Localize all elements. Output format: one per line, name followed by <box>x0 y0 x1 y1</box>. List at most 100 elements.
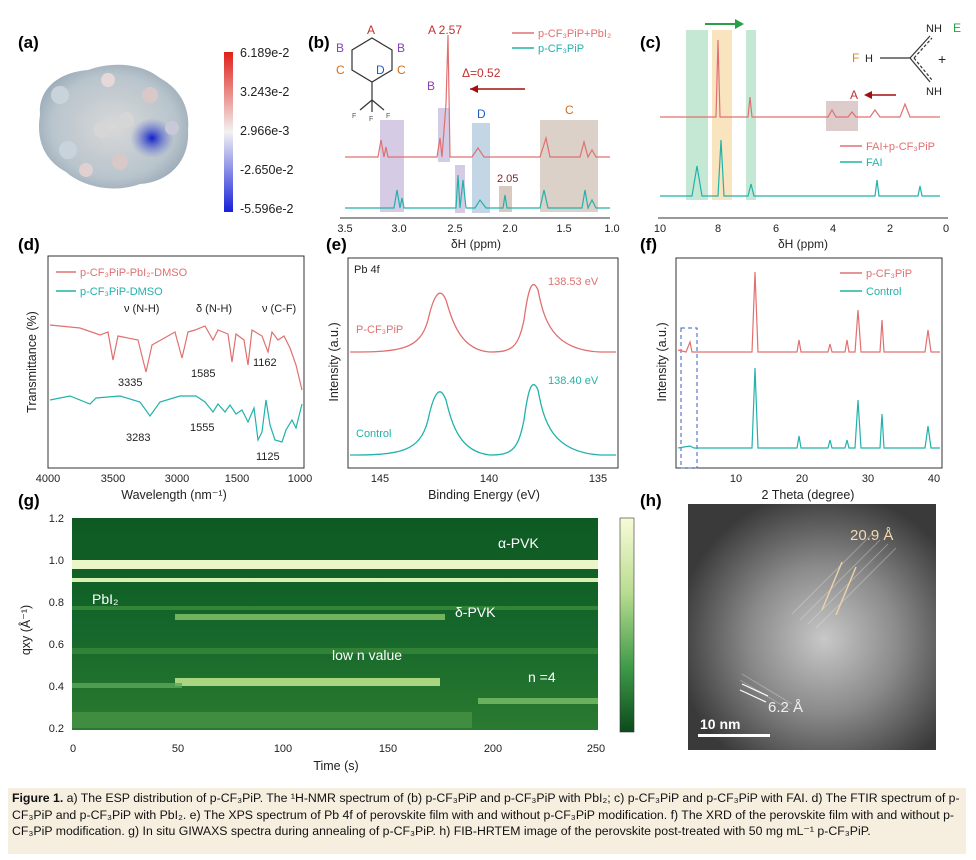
mol-label-f: F <box>369 116 373 123</box>
esp-surface <box>39 64 189 189</box>
mol-label-b: B <box>336 41 344 55</box>
e-xtick: 145 <box>371 473 389 485</box>
xps-trace-top <box>349 283 616 353</box>
legend-d-pbi2: p-CF₃PiP-PbI₂-DMSO <box>80 267 188 279</box>
peak-label: 1162 <box>253 357 277 369</box>
colorbar-tick: 3.243e-2 <box>240 85 289 99</box>
panel-g: (g) α-PVK PbI₂ δ-PVK low n value n =4 1.… <box>18 491 635 773</box>
panel-c-label: (c) <box>640 33 661 52</box>
c-xlabel: δH (ppm) <box>778 237 828 251</box>
c-xtick: 4 <box>830 223 836 235</box>
legend-f-top: p-CF₃PiP <box>866 268 912 280</box>
xrd-trace-bottom <box>677 367 940 449</box>
g-ytick: 0.2 <box>49 723 64 735</box>
legend-d-pure: p-CF₃PiP-DMSO <box>80 286 163 298</box>
delta-label: Δ=0.52 <box>462 66 501 80</box>
band-label: δ (N-H) <box>196 303 232 315</box>
b-xtick: 2.0 <box>502 223 517 235</box>
d-xtick: 3000 <box>165 473 189 485</box>
b-xlabel: δH (ppm) <box>451 237 501 251</box>
mol-h: H <box>865 53 873 65</box>
mol-e: E <box>953 21 961 35</box>
b-xtick: 1.0 <box>604 223 619 235</box>
band-label: ν (N-H) <box>124 303 159 315</box>
g-annot-n4: n =4 <box>528 669 556 685</box>
g-ytick: 0.6 <box>49 639 64 651</box>
f-xtick: 40 <box>928 473 940 485</box>
caption-text: a) The ESP distribution of p-CF₃PiP. The… <box>12 791 960 838</box>
h-scalebar-label: 10 nm <box>700 716 740 732</box>
xps-trace-bottom <box>349 383 616 456</box>
legend-c-fai: FAI <box>866 157 883 169</box>
b-xtick: 3.5 <box>337 223 352 235</box>
g-ytick: 0.4 <box>49 681 64 693</box>
g-xtick: 50 <box>172 743 184 755</box>
e-ylabel: Intensity (a.u.) <box>327 322 341 401</box>
legend-b-pbi2: p-CF₃PiP+PbI₂ <box>538 28 611 40</box>
g-colorbar <box>619 517 635 733</box>
f-xtick: 20 <box>796 473 808 485</box>
panel-b: (b) A B B C C D F F F A 2.57 <box>308 23 620 251</box>
c-xtick: 6 <box>773 223 779 235</box>
f-xtick: 30 <box>862 473 874 485</box>
e-xtick: 140 <box>480 473 498 485</box>
g-xtick: 100 <box>274 743 292 755</box>
panel-a: (a) 6.189e-2 3.243e-2 2.966e-3 -2.650e-2… <box>18 33 294 216</box>
f-xlabel: 2 Theta (degree) <box>762 488 855 502</box>
mol-label-a: A <box>367 23 375 37</box>
f-highlight-box <box>680 327 698 469</box>
panel-e: (e) Pb 4f P-CF₃PiP Control 138.53 eV 138… <box>326 235 619 502</box>
d-xtick: 3500 <box>101 473 125 485</box>
panel-e-label: (e) <box>326 235 347 254</box>
c-xtick: 10 <box>654 223 666 235</box>
colorbar <box>224 52 233 212</box>
peak-a-label: A 2.57 <box>428 23 462 37</box>
c-xtick: 0 <box>943 223 949 235</box>
g-annot-pbi2: PbI₂ <box>92 591 118 607</box>
molecule-fai <box>880 35 933 83</box>
mol-label-d: D <box>376 63 385 77</box>
panel-h-label: (h) <box>640 491 662 510</box>
colorbar-tick: 2.966e-3 <box>240 124 289 138</box>
g-ytick: 0.8 <box>49 597 64 609</box>
mol-nh: NH <box>926 86 942 98</box>
mol-label-f: F <box>386 113 390 120</box>
mol-label-b: B <box>397 41 405 55</box>
g-annot-delta: δ-PVK <box>455 604 496 620</box>
peak-label: 3283 <box>126 432 150 444</box>
e-xlabel: Binding Energy (eV) <box>428 488 540 502</box>
b-xtick: 2.5 <box>447 223 462 235</box>
f-xtick: 10 <box>730 473 742 485</box>
mol-label-f: F <box>352 113 356 120</box>
e-peak-top: 138.53 eV <box>548 276 599 288</box>
c-xtick: 8 <box>715 223 721 235</box>
panel-g-label: (g) <box>18 491 40 510</box>
giwaxs-map <box>72 518 598 730</box>
h-scalebar <box>698 734 770 737</box>
g-xtick: 150 <box>379 743 397 755</box>
d-xlabel: Wavelength (nm⁻¹) <box>121 488 226 502</box>
peak-b-label: B <box>427 79 435 93</box>
mol-plus: + <box>938 51 946 67</box>
hrtem-image <box>688 504 936 750</box>
panel-c: (c) A NH NH H F E + FAI+p-CF₃PiP FAI 10 … <box>640 19 961 251</box>
g-annot-low-n: low n value <box>332 647 402 663</box>
legend-b-pure: p-CF₃PiP <box>538 43 584 55</box>
g-ytick: 1.0 <box>49 555 64 567</box>
peak-label: 1125 <box>256 451 280 463</box>
panel-d: (d) p-CF₃PiP-PbI₂-DMSO p-CF₃PiP-DMSO ν (… <box>18 235 312 502</box>
molecule-pcf3pip <box>351 37 393 112</box>
peak-c-label: C <box>565 103 574 117</box>
legend-f-bottom: Control <box>866 286 901 298</box>
mol-label-c: C <box>336 63 345 77</box>
d-xtick: 4000 <box>36 473 60 485</box>
h-spacing-2: 6.2 Å <box>768 699 803 716</box>
nmr-c-trace-fai <box>660 139 940 197</box>
c-xtick: 2 <box>887 223 893 235</box>
peak-d-label: D <box>477 107 486 121</box>
peak-label: 3335 <box>118 377 142 389</box>
band-label: ν (C-F) <box>262 303 296 315</box>
b-xtick: 1.5 <box>556 223 571 235</box>
d-xtick: 1000 <box>288 473 312 485</box>
